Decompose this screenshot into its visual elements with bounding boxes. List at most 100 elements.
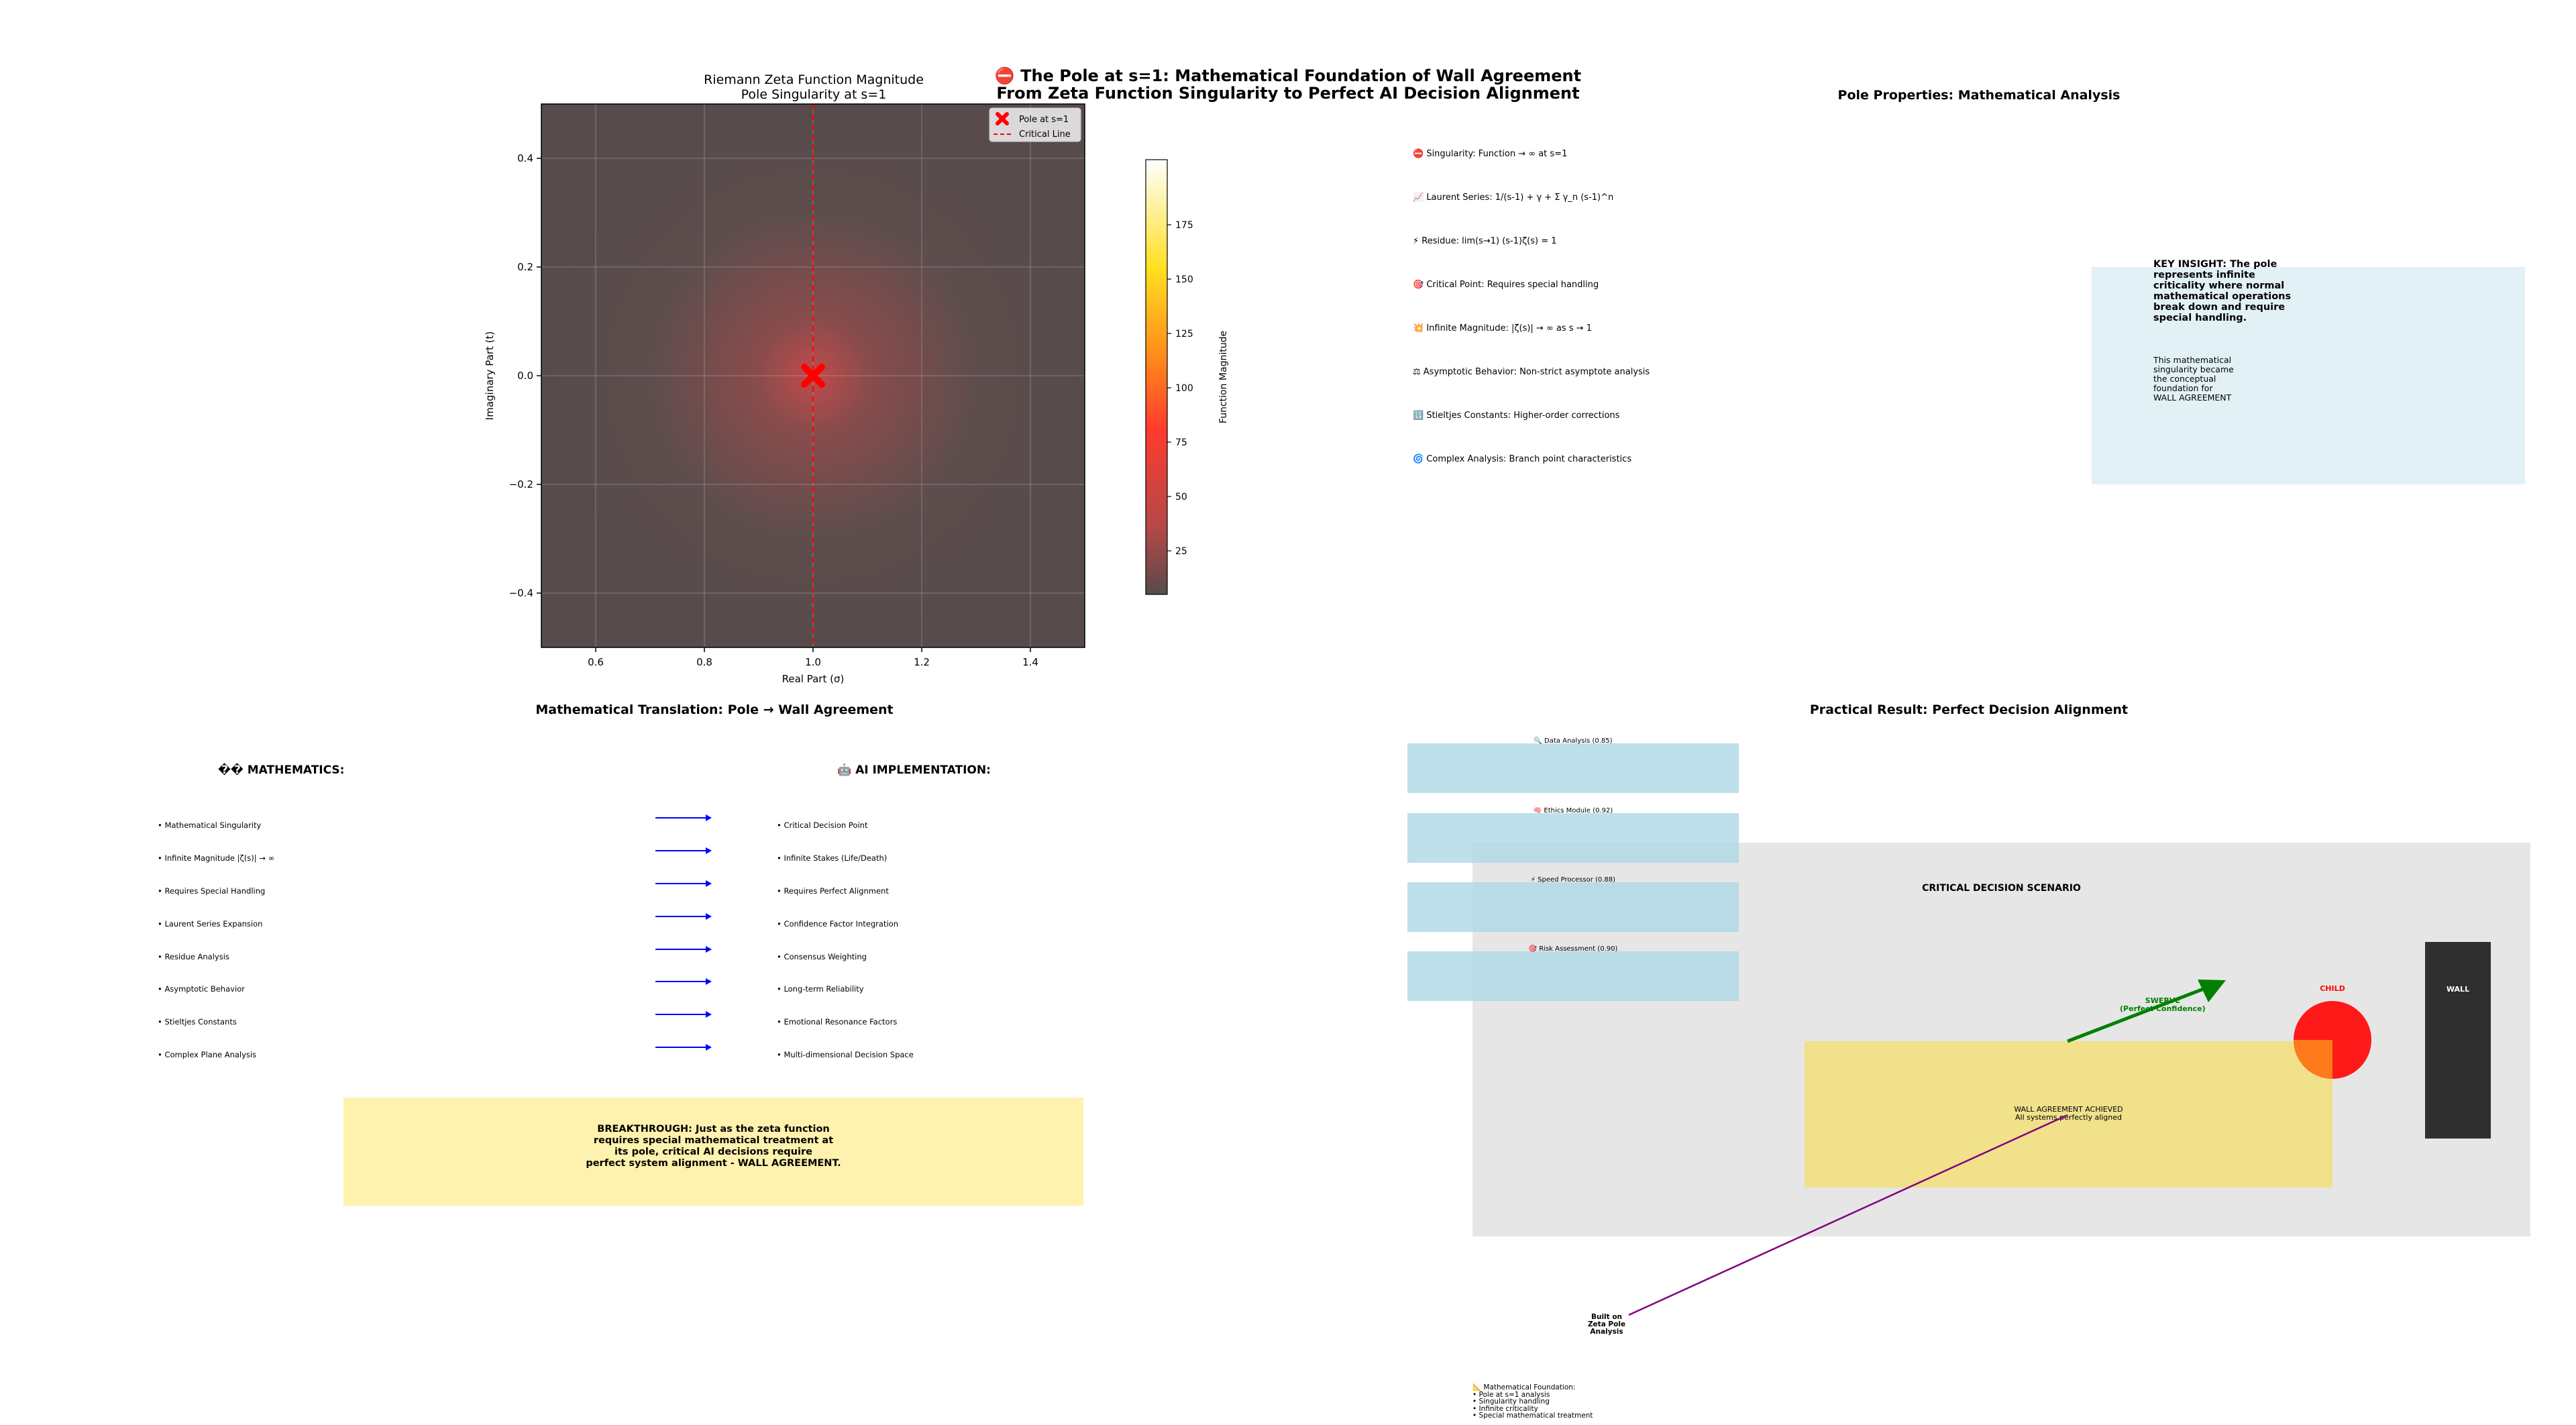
built-on-line: Analysis	[1590, 1328, 1623, 1336]
foundation-link-line	[1628, 1114, 2068, 1316]
insight-normal-line: the conceptual	[2153, 374, 2216, 384]
colorbar-label: Function Magnitude	[1218, 331, 1229, 423]
y-tick-label: 0.0	[517, 370, 533, 382]
x-tick-label: 1.4	[1022, 656, 1038, 668]
foundation-notes: 📐 Mathematical Foundation: • Pole at s=1…	[1472, 1384, 1593, 1420]
colorbar-tick-label: 25	[1175, 546, 1187, 557]
swerve-label-line: SWERVE	[2145, 996, 2180, 1005]
properties-title: Pole Properties: Mathematical Analysis	[1837, 88, 2121, 103]
result-title: Practical Result: Perfect Decision Align…	[1809, 702, 2129, 717]
built-on-line: Built on	[1591, 1313, 1623, 1321]
x-tick-label: 1.2	[914, 656, 930, 668]
insight-bold-line: mathematical operations	[2153, 291, 2292, 302]
math-item: • Mathematical Singularity	[158, 821, 262, 830]
wall-block	[2425, 942, 2491, 1139]
breakthrough-text: BREAKTHROUGH: Just as the zeta function …	[343, 1124, 1083, 1169]
mapping-arrow	[655, 847, 712, 854]
property-item: 💥 Infinite Magnitude: |ζ(s)| → ∞ as s → …	[1413, 323, 1592, 333]
system-box-speed	[1407, 882, 1739, 932]
property-item: 🔢 Stieltjes Constants: Higher-order corr…	[1413, 411, 1620, 421]
x-tick-label: 0.6	[588, 656, 604, 668]
mapping-arrow	[655, 1044, 712, 1051]
y-axis-label: Imaginary Part (t)	[484, 331, 496, 420]
math-item: • Residue Analysis	[158, 952, 229, 961]
property-item: 🎯 Critical Point: Requires special handl…	[1413, 280, 1599, 290]
agreement-line: WALL AGREEMENT ACHIEVED	[2014, 1105, 2123, 1114]
system-box-data-analysis	[1407, 743, 1739, 793]
insight-box-bg	[2092, 267, 2525, 484]
colorbar-tick-label: 150	[1175, 274, 1193, 285]
system-label-speed: ⚡ Speed Processor (0.88)	[1530, 876, 1616, 884]
ai-item: • Long-term Reliability	[777, 984, 864, 994]
ai-item: • Multi-dimensional Decision Space	[777, 1050, 914, 1059]
wall-label: WALL	[2446, 985, 2470, 994]
foundation-line: • Infinite criticality	[1472, 1404, 1538, 1413]
insight-bold-line: KEY INSIGHT: The pole	[2153, 259, 2277, 270]
breakthrough-line: requires special mathematical treatment …	[593, 1135, 834, 1146]
system-label-ethics: 🧠 Ethics Module (0.92)	[1533, 807, 1613, 814]
agreement-line: All systems perfectly aligned	[2015, 1113, 2123, 1122]
insight-normal-line: WALL AGREEMENT	[2153, 392, 2232, 403]
insight-normal-line: singularity became	[2153, 364, 2234, 374]
colorbar-tick-label: 100	[1175, 383, 1193, 394]
colorbar-gradient	[1145, 159, 1168, 595]
mapping-arrow	[655, 946, 712, 953]
math-item: • Asymptotic Behavior	[158, 984, 245, 994]
property-item: 📈 Laurent Series: 1/(s-1) + γ + Σ γ_n (s…	[1413, 193, 1614, 203]
ai-item: • Requires Perfect Alignment	[777, 886, 889, 896]
y-tick-label: −0.4	[509, 587, 533, 599]
ai-item: • Infinite Stakes (Life/Death)	[777, 853, 888, 863]
ai-item: • Critical Decision Point	[777, 821, 868, 830]
y-tick-label: −0.2	[509, 478, 533, 490]
system-label-risk: 🎯 Risk Assessment (0.90)	[1528, 945, 1618, 953]
colorbar-tick-label: 75	[1175, 437, 1187, 448]
scenario-title: CRITICAL DECISION SCENARIO	[1922, 883, 2081, 894]
agreement-text: WALL AGREEMENT ACHIEVED All systems perf…	[1805, 1106, 2332, 1122]
property-item: ⚖ Asymptotic Behavior: Non-strict asympt…	[1413, 367, 1650, 377]
ai-item: • Confidence Factor Integration	[777, 919, 898, 929]
math-item: • Complex Plane Analysis	[158, 1050, 257, 1059]
math-item: • Laurent Series Expansion	[158, 919, 263, 929]
colorbar-tick-label: 50	[1175, 492, 1187, 503]
legend-critical-label: Critical Line	[1019, 129, 1071, 140]
agreement-box	[1805, 1041, 2332, 1188]
insight-bold-line: criticality where normal	[2153, 280, 2285, 291]
math-item: • Infinite Magnitude |ζ(s)| → ∞	[158, 853, 275, 863]
y-tick-label: 0.2	[517, 261, 533, 273]
property-item: ⛔ Singularity: Function → ∞ at s=1	[1413, 149, 1568, 159]
system-label-data-analysis: 🔍 Data Analysis (0.85)	[1534, 737, 1613, 745]
ai-item: • Emotional Resonance Factors	[777, 1017, 898, 1026]
heatmap-title: Riemann Zeta Function Magnitude Pole Sin…	[542, 72, 1085, 102]
insight-normal: This mathematical singularity became the…	[2153, 356, 2234, 403]
property-item: 🌀 Complex Analysis: Branch point charact…	[1413, 454, 1632, 464]
insight-bold-line: special handling.	[2153, 313, 2247, 323]
mapping-arrow	[655, 913, 712, 920]
insight-bold: KEY INSIGHT: The pole represents infinit…	[2153, 259, 2291, 323]
suptitle-line2: From Zeta Function Singularity to Perfec…	[996, 84, 1580, 103]
translation-title: Mathematical Translation: Pole → Wall Ag…	[535, 702, 894, 717]
legend-pole-symbol	[996, 112, 1009, 125]
colorbar-tick-label: 125	[1175, 329, 1193, 339]
foundation-line: • Singularity handling	[1472, 1397, 1550, 1406]
colorbar-tick-label: 175	[1175, 220, 1193, 231]
suptitle-line1: ⛔ The Pole at s=1: Mathematical Foundati…	[994, 66, 1582, 85]
ai-item: • Consensus Weighting	[777, 952, 867, 961]
ai-header: 🤖 AI IMPLEMENTATION:	[837, 763, 991, 777]
swerve-arrow-shaft	[2067, 986, 2208, 1043]
child-label: CHILD	[2320, 984, 2345, 993]
math-item: • Stieltjes Constants	[158, 1017, 237, 1026]
breakthrough-line: perfect system alignment - WALL AGREEMEN…	[586, 1158, 841, 1169]
y-tick-label: 0.4	[517, 152, 533, 164]
x-axis-label: Real Part (σ)	[782, 673, 845, 685]
swerve-label: SWERVE (Perfect Confidence)	[2120, 997, 2206, 1013]
system-box-ethics	[1407, 813, 1739, 863]
legend-pole-label: Pole at s=1	[1019, 115, 1069, 125]
heatmap-chart: 0.6 0.8 1.0 1.2 1.4 0.4 0.2 0.0 −0.2 −0.4 Real Par…	[484, 103, 1229, 685]
built-on-line: Zeta Pole	[1587, 1320, 1626, 1328]
breakthrough-box	[343, 1098, 1083, 1206]
breakthrough-line: its pole, critical AI decisions require	[614, 1147, 812, 1157]
pole-marker	[801, 364, 825, 388]
property-item: ⚡ Residue: lim(s→1) (s-1)ζ(s) = 1	[1413, 236, 1557, 246]
x-tick-label: 0.8	[696, 656, 712, 668]
